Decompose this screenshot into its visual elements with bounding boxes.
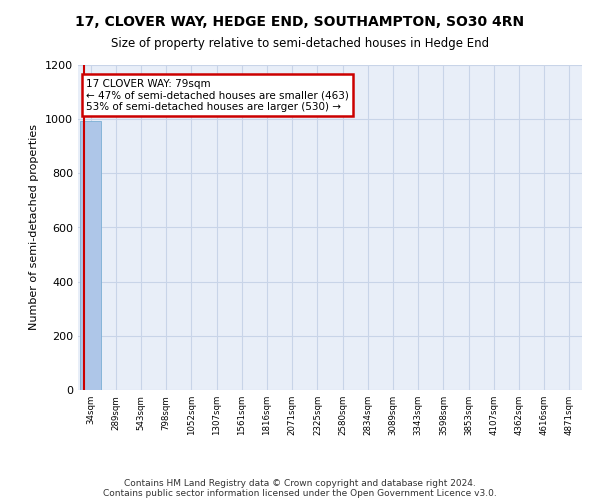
Text: Contains public sector information licensed under the Open Government Licence v3: Contains public sector information licen… bbox=[103, 488, 497, 498]
Text: Size of property relative to semi-detached houses in Hedge End: Size of property relative to semi-detach… bbox=[111, 38, 489, 51]
Y-axis label: Number of semi-detached properties: Number of semi-detached properties bbox=[29, 124, 40, 330]
Text: Contains HM Land Registry data © Crown copyright and database right 2024.: Contains HM Land Registry data © Crown c… bbox=[124, 478, 476, 488]
Text: 17 CLOVER WAY: 79sqm
← 47% of semi-detached houses are smaller (463)
53% of semi: 17 CLOVER WAY: 79sqm ← 47% of semi-detac… bbox=[86, 78, 349, 112]
Bar bbox=[80, 121, 101, 390]
Text: 17, CLOVER WAY, HEDGE END, SOUTHAMPTON, SO30 4RN: 17, CLOVER WAY, HEDGE END, SOUTHAMPTON, … bbox=[76, 15, 524, 29]
